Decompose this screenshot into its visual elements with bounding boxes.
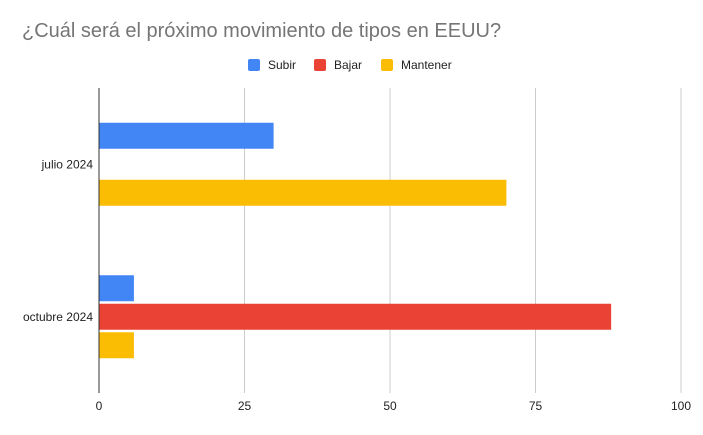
bar — [99, 303, 612, 330]
x-tick-label: 25 — [238, 399, 252, 413]
legend-swatch-bajar — [314, 59, 326, 71]
x-tick-label: 100 — [671, 399, 691, 413]
legend-item-subir[interactable]: Subir — [248, 58, 296, 72]
bar — [99, 275, 134, 302]
chart-title: ¿Cuál será el próximo movimiento de tipo… — [22, 20, 502, 42]
x-tick-label: 50 — [383, 399, 397, 413]
x-tick-label: 75 — [529, 399, 543, 413]
bar — [99, 179, 507, 206]
bar — [99, 332, 134, 359]
legend-item-mantener[interactable]: Mantener — [381, 58, 452, 72]
legend-swatch-mantener — [381, 59, 393, 71]
legend-label-bajar: Bajar — [334, 58, 363, 72]
legend: Subir Bajar Mantener — [0, 58, 703, 76]
y-category-label: octubre 2024 — [23, 310, 93, 324]
legend-item-bajar[interactable]: Bajar — [314, 58, 362, 72]
legend-label-mantener: Mantener — [401, 58, 452, 72]
y-category-label: julio 2024 — [41, 157, 94, 171]
legend-swatch-subir — [248, 59, 260, 71]
bar — [99, 122, 274, 149]
legend-label-subir: Subir — [268, 58, 297, 72]
x-tick-label: 0 — [96, 399, 103, 413]
